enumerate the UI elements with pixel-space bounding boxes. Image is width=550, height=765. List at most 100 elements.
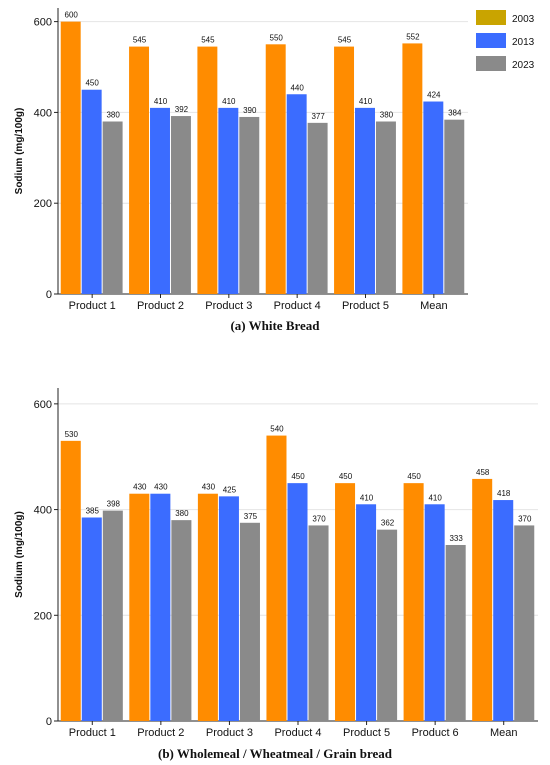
data-label: 430 (154, 483, 168, 492)
legend-label: 2023 (512, 60, 535, 71)
caption-chart-a: (a) White Bread (230, 318, 320, 333)
y-tick-label: 200 (34, 198, 52, 210)
bar-2003 (129, 493, 150, 721)
x-tick-label: Product 2 (137, 300, 184, 312)
bar-2013 (218, 496, 239, 721)
data-label: 384 (448, 109, 462, 118)
data-label: 362 (381, 519, 395, 528)
data-label: 390 (243, 106, 257, 115)
chart-white-bread: 0 200 400 600 Sodium (mg/100g) 600 450 380 Produ… (14, 8, 468, 312)
bar-2023 (375, 121, 396, 294)
data-label: 418 (497, 489, 511, 498)
bar-2003 (60, 440, 81, 721)
caption-chart-b: (b) Wholemeal / Wheatmeal / Grain bread (158, 746, 393, 761)
bar-2013 (287, 483, 308, 721)
data-label: 424 (427, 91, 441, 100)
data-label: 380 (106, 110, 120, 119)
legend: 2003 2013 2023 (476, 10, 535, 71)
bar-2023 (514, 525, 535, 721)
x-tick-label: Product 1 (69, 300, 116, 312)
legend-label: 2013 (512, 37, 535, 48)
bar-2013 (355, 107, 375, 294)
y-tick-label: 400 (34, 505, 52, 517)
bar-2013 (423, 101, 444, 295)
data-label: 410 (222, 97, 236, 106)
data-label: 370 (518, 514, 532, 523)
x-tick-label: Product 1 (69, 727, 116, 739)
x-tick-label: Product 6 (412, 727, 459, 739)
data-label: 377 (311, 112, 325, 121)
x-tick-label: Product 4 (274, 727, 321, 739)
data-label: 410 (359, 97, 373, 106)
bar-2023 (308, 525, 329, 721)
bar-2013 (356, 504, 377, 721)
data-label: 380 (175, 509, 189, 518)
bar-2013 (286, 94, 307, 294)
bar-2013 (493, 500, 514, 721)
y-tick-label: 400 (34, 107, 52, 119)
bar-2003 (265, 44, 286, 294)
data-label: 450 (291, 472, 305, 481)
x-tick-label: Product 5 (342, 300, 389, 312)
data-label: 545 (338, 36, 352, 45)
bar-2003 (197, 46, 218, 294)
data-label: 430 (202, 483, 216, 492)
data-label: 375 (244, 512, 258, 521)
bar-2023 (102, 510, 123, 721)
y-axis-label: Sodium (mg/100g) (14, 511, 25, 598)
data-label: 385 (86, 507, 100, 516)
legend-swatch (476, 10, 506, 25)
data-label: 425 (223, 485, 237, 494)
data-label: 398 (107, 500, 121, 509)
bar-2003 (402, 43, 423, 295)
bar-2023 (377, 529, 398, 721)
x-tick-label: Mean (490, 727, 518, 739)
data-label: 410 (154, 97, 168, 106)
y-axis-label: Sodium (mg/100g) (14, 108, 25, 195)
legend-swatch (476, 33, 506, 48)
bar-2023 (239, 522, 260, 721)
x-tick-label: Product 5 (343, 727, 390, 739)
bar-2013 (150, 493, 171, 721)
bar-2023 (239, 116, 260, 294)
data-label: 458 (476, 468, 490, 477)
legend-swatch (476, 56, 506, 71)
bar-2013 (150, 107, 170, 294)
bar-2013 (218, 107, 239, 294)
chart-wholemeal-bread: 0 200 400 600 Sodium (mg/100g) 530 385 398 Produ… (14, 388, 538, 739)
bar-2023 (102, 121, 123, 294)
bar-2003 (197, 493, 218, 721)
data-label: 530 (65, 430, 79, 439)
bar-2003 (266, 435, 287, 721)
data-label: 540 (270, 425, 284, 434)
bar-2023 (445, 544, 466, 721)
x-tick-label: Mean (420, 300, 448, 312)
data-label: 450 (85, 79, 99, 88)
y-tick-label: 0 (46, 716, 52, 728)
data-label: 410 (360, 493, 374, 502)
bar-2013 (81, 89, 102, 294)
bar-2023 (307, 122, 328, 294)
y-tick-label: 600 (34, 17, 52, 29)
data-label: 450 (339, 472, 353, 481)
bar-2023 (171, 520, 192, 721)
bar-2023 (444, 119, 465, 294)
data-label: 333 (449, 534, 463, 543)
bar-2023 (170, 116, 191, 295)
data-label: 552 (406, 32, 420, 41)
bar-2003 (334, 46, 355, 294)
bar-2003 (335, 483, 356, 721)
bar-2003 (403, 483, 424, 721)
y-tick-label: 0 (46, 289, 52, 301)
data-label: 430 (133, 483, 147, 492)
data-label: 550 (270, 33, 284, 42)
data-label: 545 (133, 36, 147, 45)
data-label: 600 (65, 11, 79, 20)
y-tick-label: 600 (34, 399, 52, 411)
data-label: 440 (290, 83, 304, 92)
legend-label: 2003 (512, 14, 535, 25)
data-label: 410 (428, 493, 442, 502)
x-tick-label: Product 3 (205, 300, 252, 312)
data-label: 545 (201, 36, 215, 45)
